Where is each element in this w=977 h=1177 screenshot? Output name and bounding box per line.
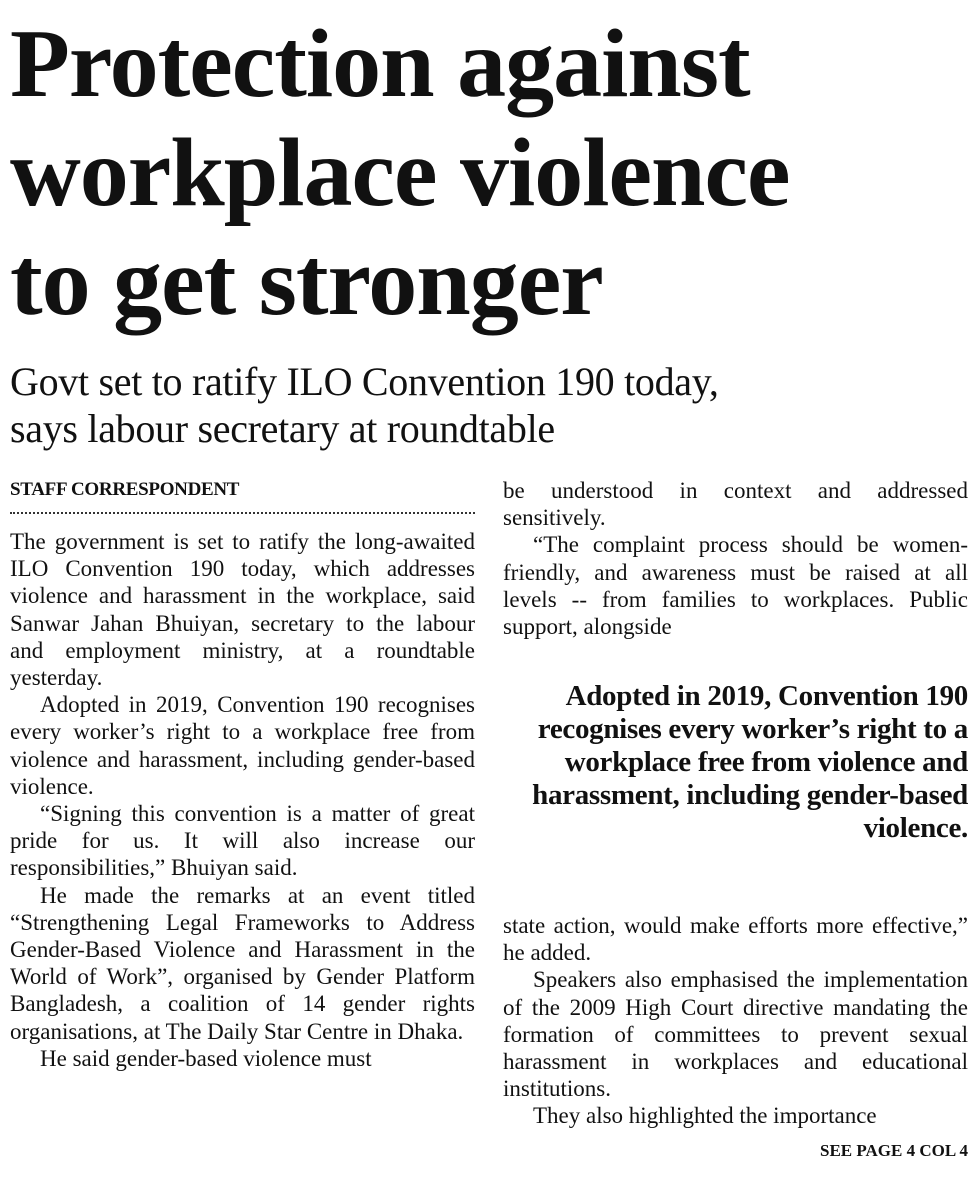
dotted-divider <box>10 512 475 514</box>
paragraph: He said gender-based violence must <box>40 1045 372 1071</box>
paragraph: The government is set to ratify the long… <box>10 529 475 691</box>
paragraph: “The complaint process should be women-f… <box>503 532 968 640</box>
paragraph: Speakers also emphasised the implementat… <box>503 967 968 1102</box>
paragraph: state action, would make efforts more ef… <box>503 913 968 966</box>
right-column-bottom: state action, would make efforts more ef… <box>503 912 968 1130</box>
paragraph: They also highlighted the importance <box>533 1103 877 1129</box>
paragraph: be understood in context and addressed s… <box>503 478 968 531</box>
paragraph: He made the remarks at an event titled “… <box>10 882 475 1044</box>
subheadline: Govt set to ratify ILO Convention 190 to… <box>10 358 719 452</box>
paragraph: Adopted in 2019, Convention 190 recognis… <box>10 692 475 799</box>
subhead-line: Govt set to ratify ILO Convention 190 to… <box>10 359 719 404</box>
subhead-line: says labour secretary at roundtable <box>10 406 555 451</box>
pull-quote: Adopted in 2019, Convention 190 recognis… <box>532 680 968 844</box>
headline-line: workplace violence <box>10 119 790 227</box>
paragraph: “Signing this convention is a matter of … <box>10 801 475 881</box>
right-column-top: be understood in context and addressed s… <box>503 477 968 640</box>
byline: STAFF CORRESPONDENT <box>10 479 240 500</box>
headline-line: to get stronger <box>10 228 604 336</box>
continuation-note: SEE PAGE 4 COL 4 <box>820 1141 968 1160</box>
left-column: STAFF CORRESPONDENT The government is se… <box>10 478 475 1072</box>
headline-line: Protection against <box>10 10 751 118</box>
headline: Protection against workplace violence to… <box>10 10 790 337</box>
